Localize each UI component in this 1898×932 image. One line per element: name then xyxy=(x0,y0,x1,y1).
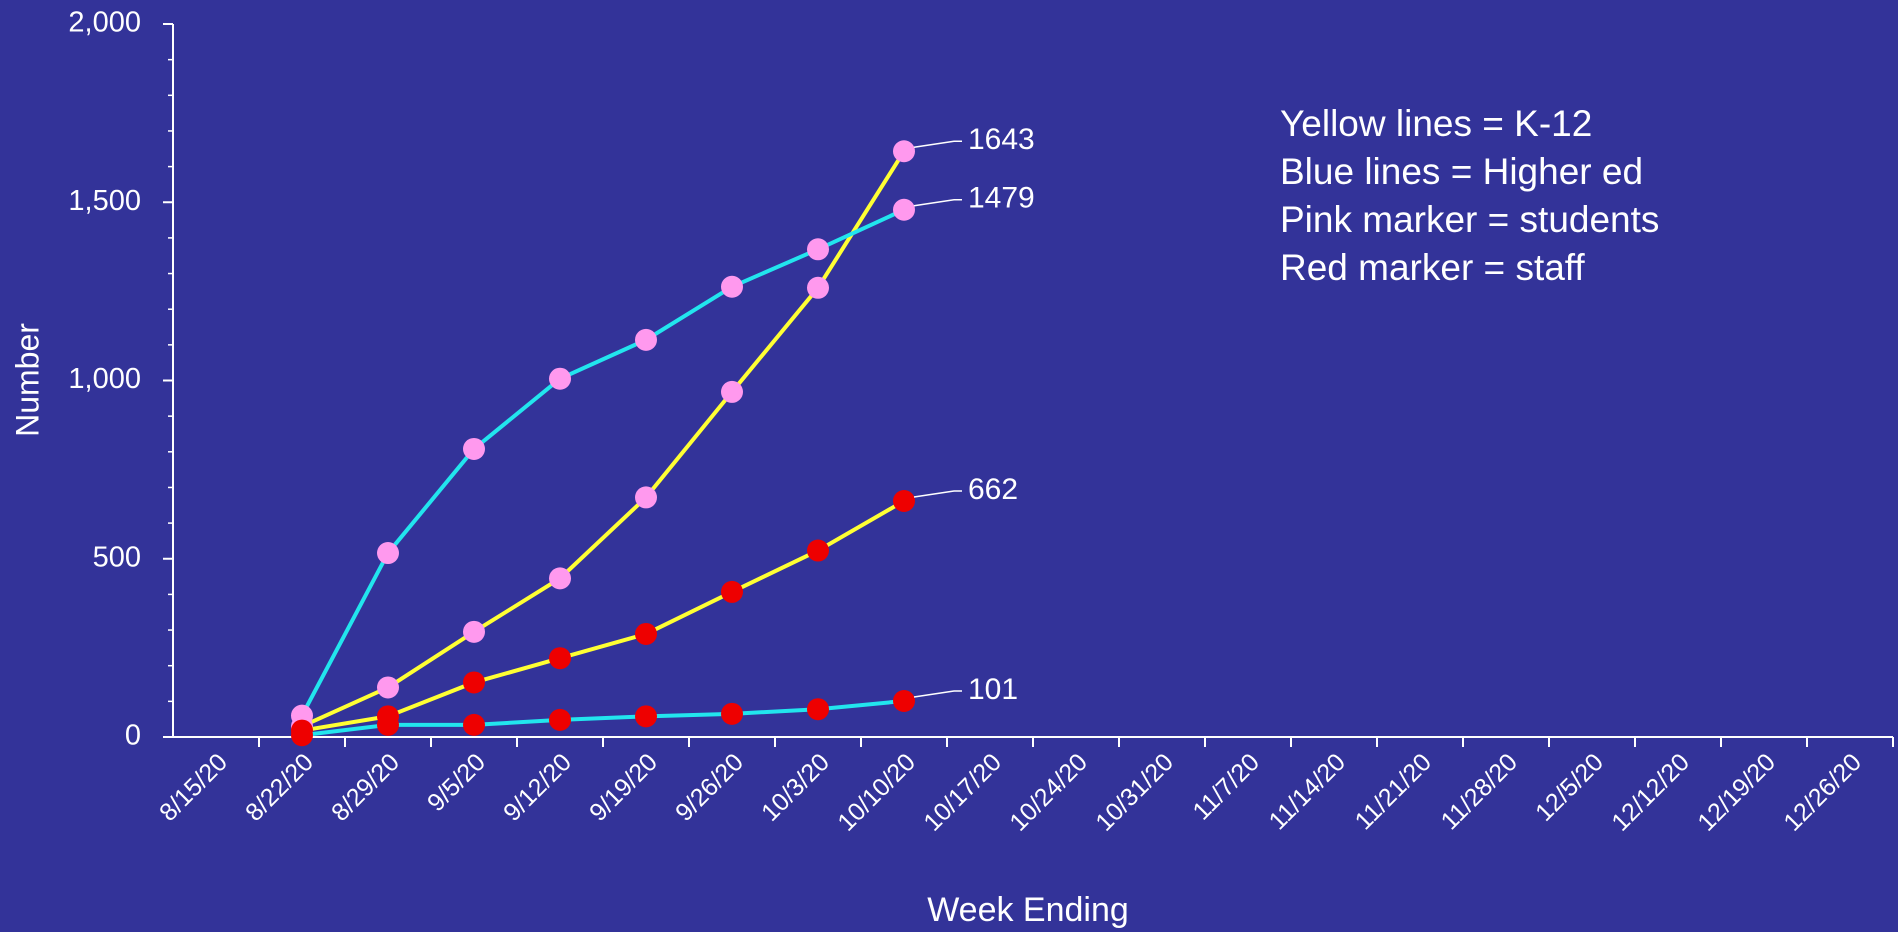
marker xyxy=(807,698,829,721)
y-tick-label: 1,500 xyxy=(68,185,141,217)
marker xyxy=(549,367,571,390)
data-label: 1643 xyxy=(968,123,1035,156)
marker xyxy=(291,724,313,747)
marker xyxy=(635,328,657,351)
marker xyxy=(549,708,571,731)
data-label: 101 xyxy=(968,673,1018,706)
leader-line xyxy=(913,490,962,498)
marker xyxy=(893,140,915,163)
marker xyxy=(635,622,657,645)
marker xyxy=(893,198,915,221)
data-label: 1479 xyxy=(968,182,1035,215)
marker xyxy=(721,380,743,403)
marker xyxy=(721,275,743,298)
marker xyxy=(635,705,657,728)
annotation: Blue lines = Higher ed xyxy=(1280,151,1643,192)
marker xyxy=(549,567,571,590)
marker xyxy=(377,676,399,699)
y-tick-label: 0 xyxy=(125,720,141,752)
series-line xyxy=(301,699,905,738)
marker xyxy=(807,238,829,261)
series-line xyxy=(300,207,905,717)
marker xyxy=(893,489,915,512)
marker xyxy=(463,437,485,460)
marker xyxy=(721,702,743,725)
marker xyxy=(721,580,743,603)
series-line xyxy=(301,150,906,729)
marker xyxy=(807,276,829,299)
marker xyxy=(463,713,485,736)
marker xyxy=(377,713,399,736)
annotation: Red marker = staff xyxy=(1280,247,1585,288)
marker xyxy=(377,542,399,565)
marker xyxy=(463,671,485,694)
y-tick-label: 1,000 xyxy=(68,363,141,395)
leader-line xyxy=(913,198,962,207)
y-tick-label: 2,000 xyxy=(68,7,141,39)
marker xyxy=(635,486,657,509)
marker xyxy=(463,620,485,643)
marker xyxy=(549,647,571,670)
series-line xyxy=(301,499,905,733)
y-tick-label: 500 xyxy=(93,541,141,573)
marker xyxy=(807,539,829,562)
leader-line xyxy=(913,140,962,149)
marker xyxy=(893,689,915,712)
annotation: Pink marker = students xyxy=(1280,199,1659,240)
data-label: 662 xyxy=(968,473,1018,506)
x-axis-title: Week Ending xyxy=(927,891,1129,929)
leader-line xyxy=(913,690,962,698)
annotation: Yellow lines = K-12 xyxy=(1280,103,1592,144)
y-axis-title: Number xyxy=(9,323,45,437)
